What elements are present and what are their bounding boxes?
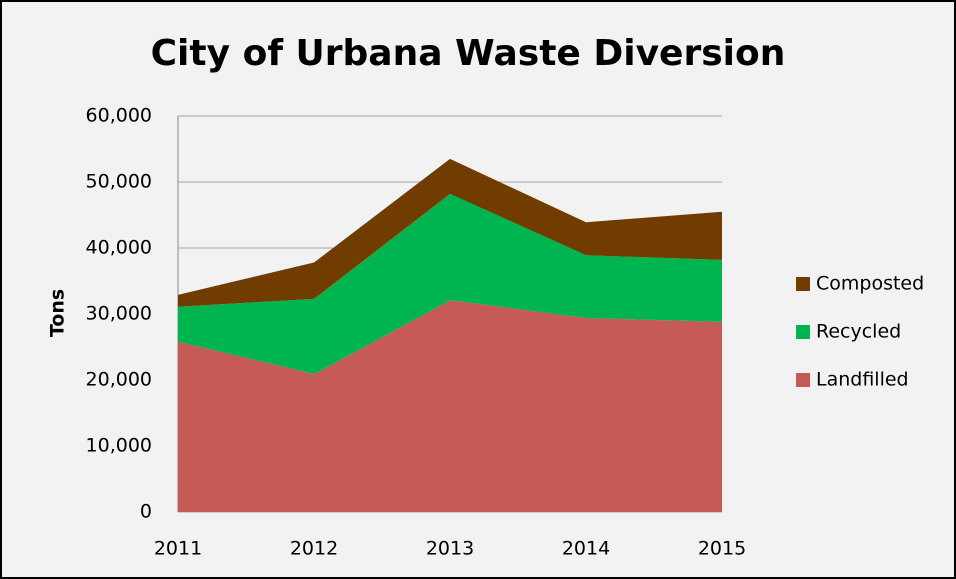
legend-label: Recycled xyxy=(816,321,901,343)
y-tick-label: 50,000 xyxy=(86,171,152,193)
x-tick-label: 2015 xyxy=(698,538,746,560)
y-tick-label: 10,000 xyxy=(86,435,152,457)
legend-swatch xyxy=(796,277,810,291)
area xyxy=(178,158,722,307)
legend-label: Composted xyxy=(816,273,924,295)
x-tick-label: 2011 xyxy=(154,538,202,560)
area xyxy=(178,300,722,512)
x-tick-label: 2013 xyxy=(426,538,474,560)
y-tick-label: 0 xyxy=(140,501,152,523)
y-tick-label: 60,000 xyxy=(86,105,152,127)
y-tick-label: 40,000 xyxy=(86,237,152,259)
y-axis-label: Tons xyxy=(47,289,69,337)
chart-title: City of Urbana Waste Diversion xyxy=(151,33,786,74)
x-tick-label: 2014 xyxy=(562,538,610,560)
x-tick-label: 2012 xyxy=(290,538,338,560)
y-tick-label: 20,000 xyxy=(86,369,152,391)
legend-swatch xyxy=(796,325,810,339)
legend-swatch xyxy=(796,373,810,387)
y-tick-label: 30,000 xyxy=(86,303,152,325)
area xyxy=(178,193,722,375)
legend-label: Landfilled xyxy=(816,369,909,391)
